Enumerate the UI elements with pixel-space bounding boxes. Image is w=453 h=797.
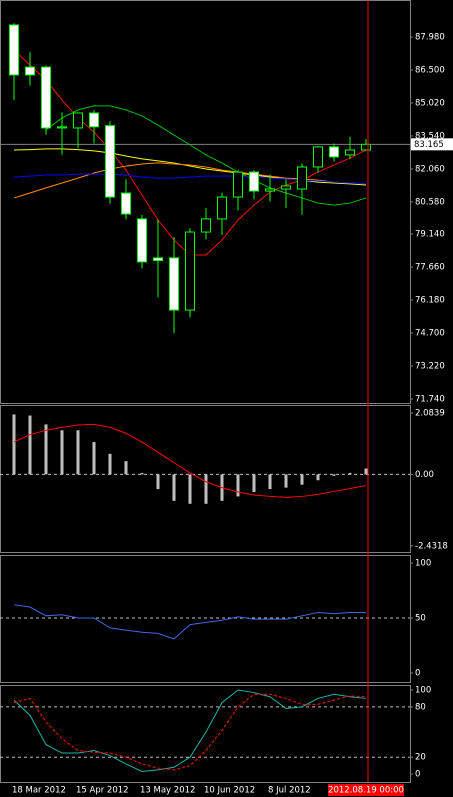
histogram-bar <box>332 474 336 476</box>
y-tick-label: 77.660 <box>415 263 445 273</box>
histogram-bar <box>92 442 96 475</box>
y-tick-label: 100 <box>415 686 431 696</box>
candle-body <box>137 218 147 263</box>
histogram-bar <box>76 430 80 475</box>
histogram-bar <box>124 461 128 475</box>
x-tick-label: 10 Jun 2012 <box>204 786 255 796</box>
x-tick-label: 15 Apr 2012 <box>76 786 129 796</box>
y-tick-label: 2.0839 <box>415 409 445 419</box>
pane-border <box>0 405 411 553</box>
candle-body <box>201 218 211 233</box>
candle-body <box>121 192 131 215</box>
candle-body <box>185 231 195 311</box>
pane-border <box>0 685 411 783</box>
y-tick-label: 0.00 <box>415 470 434 480</box>
histogram-bar <box>156 474 160 490</box>
candle-body <box>297 166 307 190</box>
histogram-bar <box>236 474 240 497</box>
y-tick-label: 20 <box>415 753 426 763</box>
candle-body <box>73 112 83 129</box>
y-tick-label: 80.580 <box>415 197 445 207</box>
candle-body <box>281 185 291 190</box>
histogram-bar <box>252 474 256 493</box>
histogram-bar <box>348 472 352 475</box>
pane-border <box>0 555 411 683</box>
indicator-line <box>45 105 367 206</box>
candle-body <box>169 257 179 311</box>
y-tick-label: 82.060 <box>415 164 445 174</box>
x-tick-label: 18 Mar 2012 <box>12 786 66 796</box>
histogram-bar <box>364 468 368 475</box>
candle-body <box>89 112 99 128</box>
histogram-bar <box>60 430 64 475</box>
candle-body <box>361 143 371 151</box>
indicator-line <box>13 423 367 498</box>
y-tick-label: 100 <box>415 559 431 569</box>
indicator-line <box>13 604 366 640</box>
histogram-bar <box>28 415 32 475</box>
y-tick-label: 87.980 <box>415 33 445 43</box>
indicator-line <box>13 689 367 773</box>
histogram-bar <box>268 474 272 490</box>
histogram-bar <box>44 424 48 475</box>
indicator-line <box>13 173 367 185</box>
pane-border <box>0 0 411 404</box>
candle-body <box>153 257 163 262</box>
candle-body <box>233 171 243 198</box>
y-tick-label: 79.140 <box>415 230 445 240</box>
y-tick-label: 80 <box>415 702 426 712</box>
candle-body <box>329 146 339 158</box>
x-tick-label: 8 Jul 2012 <box>268 786 311 796</box>
histogram-bar <box>284 474 288 488</box>
histogram-bar <box>204 474 208 504</box>
candle-body <box>25 66 35 76</box>
y-tick-label: 0 <box>415 770 420 780</box>
y-tick-label: 0 <box>415 668 420 678</box>
y-tick-label: 71.740 <box>415 394 445 404</box>
indicator-line <box>13 693 367 771</box>
candle-body <box>345 149 355 156</box>
y-tick-label: -2.4318 <box>415 541 448 551</box>
histogram-bar <box>12 414 16 475</box>
y-tick-label: 50 <box>415 614 426 624</box>
y-tick-label: 73.220 <box>415 361 445 371</box>
indicator-line <box>13 162 367 199</box>
histogram-bar <box>300 474 304 485</box>
y-tick-label: 76.180 <box>415 296 445 306</box>
current-time-box <box>328 784 404 796</box>
x-tick-label: 2012.08.19 00:00 <box>328 786 404 796</box>
candle-body <box>57 126 67 129</box>
x-tick-label: 13 May 2012 <box>140 786 195 796</box>
candle-body <box>265 188 275 192</box>
histogram-bar <box>188 474 192 504</box>
y-tick-label: 74.700 <box>415 329 445 339</box>
histogram-bar <box>316 474 320 481</box>
y-tick-label: 85.020 <box>415 98 445 108</box>
histogram-bar <box>108 453 112 475</box>
candle-body <box>105 125 115 198</box>
y-tick-label: 83.540 <box>415 131 445 141</box>
last-price-label: 83.165 <box>414 140 444 150</box>
histogram-bar <box>172 474 176 501</box>
histogram-bar <box>140 472 144 475</box>
candle-body <box>41 66 51 129</box>
candle-body <box>217 196 227 220</box>
candle-body <box>249 171 259 192</box>
last-price-box <box>411 138 453 151</box>
y-tick-label: 86.500 <box>415 65 445 75</box>
candle-body <box>9 24 19 76</box>
candle-body <box>313 146 323 168</box>
